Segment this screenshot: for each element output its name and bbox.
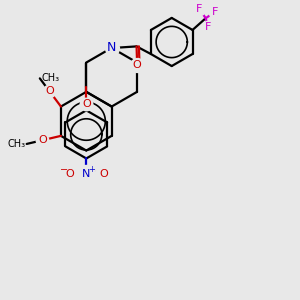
Text: O: O [45,86,54,96]
Text: CH₃: CH₃ [41,74,59,83]
Text: O: O [99,169,108,179]
Text: O: O [65,169,74,179]
Text: F: F [205,22,211,32]
Text: O: O [82,99,91,109]
Text: N: N [107,41,116,54]
Text: F: F [212,7,218,17]
Text: CH₃: CH₃ [7,139,25,149]
Text: +: + [88,165,95,174]
Text: O: O [38,135,47,145]
Text: O: O [133,60,142,70]
Text: −: − [60,165,68,175]
Text: F: F [196,4,203,14]
Text: N: N [82,169,91,179]
